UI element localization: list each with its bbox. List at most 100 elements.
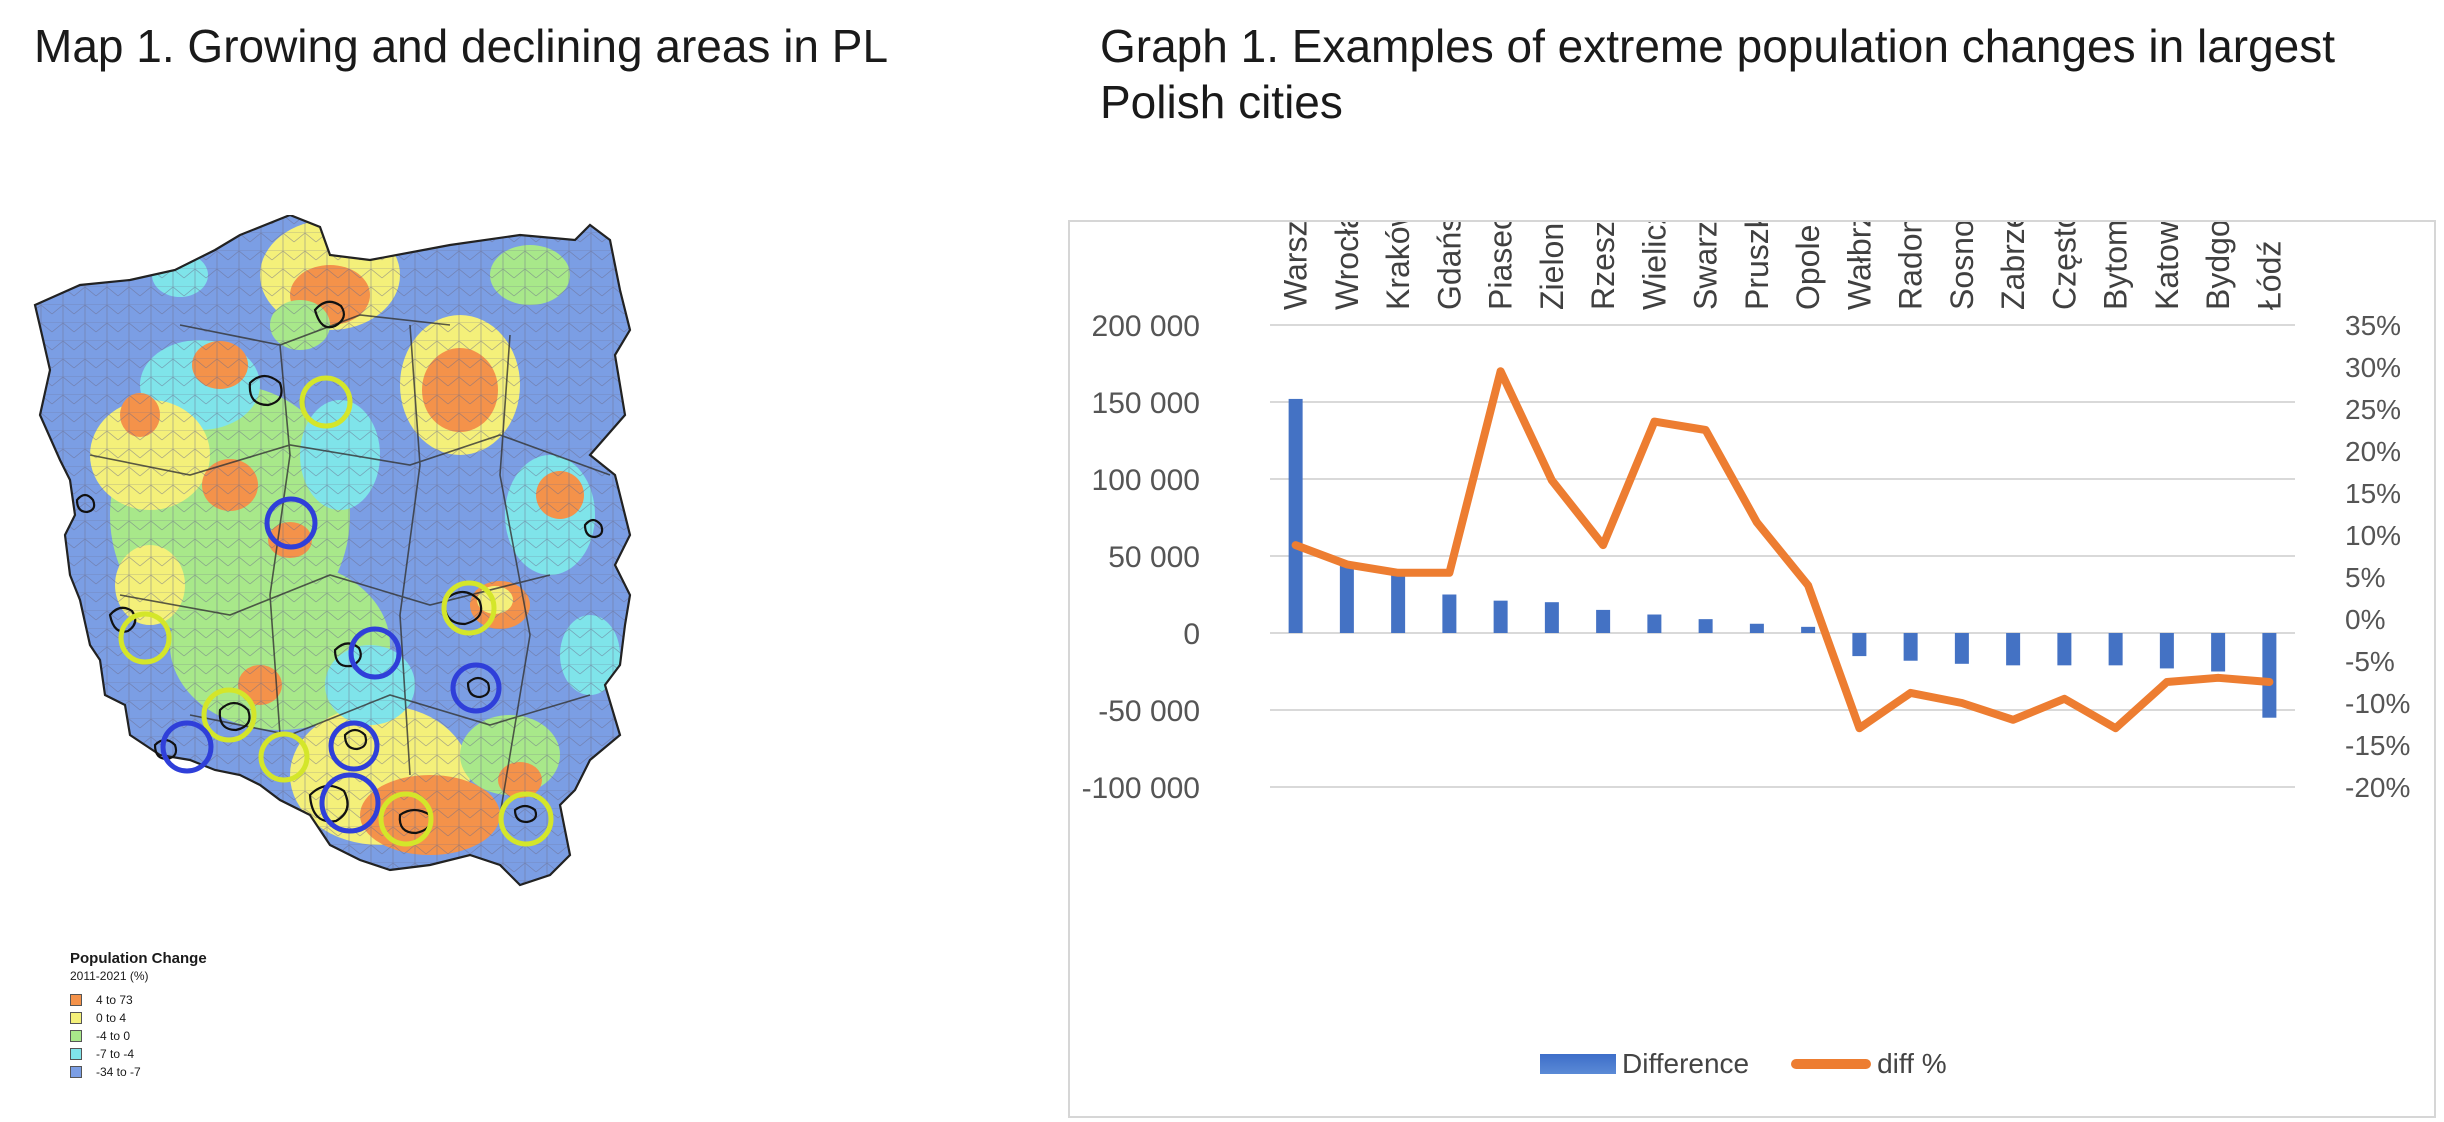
poland-map [33, 215, 632, 887]
bar-difference [1288, 398, 1303, 633]
y-right-tick-label: -15% [2345, 730, 2410, 761]
line-diff-pct [1291, 367, 2274, 733]
category-label: Piaseczno [1483, 222, 1519, 310]
bar-difference [1544, 602, 1559, 633]
bar-difference [2108, 633, 2123, 666]
chart-legend: Difference diff % [1540, 1048, 1989, 1080]
declining-circle-walbrzych [160, 720, 214, 774]
y-left-tick-label: -100 000 [1082, 772, 1200, 805]
legend-label: 4 to 73 [96, 993, 133, 1007]
bar-difference [1493, 600, 1508, 633]
y-right-tick-label: 5% [2345, 562, 2385, 593]
category-label: Pruszków [1739, 222, 1775, 310]
bar-difference [2057, 633, 2072, 666]
bar-difference [1903, 633, 1918, 661]
bar-difference [2211, 633, 2226, 672]
y-right-tick-label: 15% [2345, 478, 2401, 509]
growing-circle-opole [258, 731, 310, 783]
y-right-tick-label: 10% [2345, 520, 2401, 551]
bar-difference [2006, 633, 2021, 666]
chart-frame: 200 000 150 000 100 000 50 000 0 -50 000 -100 … [1068, 220, 2436, 1118]
category-label: Wałbrzych [1841, 222, 1877, 310]
category-label: Bydgoszcz [2200, 222, 2236, 310]
y-left-tick-label: 50 000 [1108, 541, 1200, 574]
y-right-tick-label: -5% [2345, 646, 2395, 677]
legend-swatch [70, 1012, 82, 1024]
legend-row: -7 to -4 [70, 1045, 310, 1063]
category-label: Zabrze [1995, 222, 2031, 310]
y-right-tick-label: 30% [2345, 352, 2401, 383]
declining-circle-lodz [348, 626, 402, 680]
legend-label: -34 to -7 [96, 1065, 141, 1079]
legend-swatch [70, 1048, 82, 1060]
category-label: Rzeszów [1585, 222, 1621, 310]
y-left-tick-label: 150 000 [1092, 387, 1200, 420]
map-title: Map 1. Growing and declining areas in PL [34, 20, 889, 72]
y-left-tick-label: 100 000 [1092, 464, 1200, 497]
category-label: Katowice [2149, 222, 2185, 310]
legend-row: -34 to -7 [70, 1063, 310, 1081]
legend-label: 0 to 4 [96, 1011, 127, 1025]
category-label: Częstochowa [2046, 222, 2082, 310]
bar-difference [1954, 633, 1969, 664]
combo-chart: 200 000 150 000 100 000 50 000 0 -50 000 -100 … [1082, 222, 2411, 805]
y-right-tick-label: -20% [2345, 772, 2410, 803]
y-right-tick-label: -10% [2345, 688, 2410, 719]
legend-swatch [70, 1030, 82, 1042]
legend-row: -4 to 0 [70, 1027, 310, 1045]
category-label: Swarzędz [1688, 222, 1724, 310]
y-left-tick-label: 200 000 [1092, 310, 1200, 343]
bar-difference [2159, 633, 2174, 669]
growing-city-circles [118, 375, 554, 847]
legend-item-difference: Difference [1540, 1048, 1749, 1080]
category-label: Wieliczka [1636, 222, 1672, 310]
bar-difference [1698, 619, 1713, 633]
category-label: Kraków [1380, 222, 1416, 310]
map-regions [35, 215, 630, 885]
category-label: Łódź [2251, 241, 2287, 310]
bar-difference [1339, 563, 1354, 633]
declining-city-circles [160, 496, 502, 834]
difference-swatch [1540, 1054, 1616, 1074]
bar-difference [2262, 633, 2277, 718]
bar-difference [1391, 571, 1406, 633]
category-label: Gdańsk [1431, 222, 1467, 310]
bar-difference [1852, 633, 1867, 657]
category-label: Radom [1893, 222, 1929, 310]
legend-item-diff-pct: diff % [1791, 1048, 1947, 1080]
bar-difference [1442, 594, 1457, 633]
legend-label-diff-pct: diff % [1877, 1048, 1947, 1079]
category-label: Sosnowiec [1944, 222, 1980, 310]
map-legend: Population Change 2011-2021 (%) 4 to 73 0… [70, 950, 310, 1081]
y-right-tick-label: 35% [2345, 310, 2401, 341]
growing-circle-warszawa-region [441, 580, 497, 636]
legend-swatch [70, 1066, 82, 1078]
legend-title: Population Change [70, 950, 207, 967]
bar-difference [1749, 623, 1764, 633]
bar-difference [1801, 626, 1816, 633]
legend-label: -7 to -4 [96, 1047, 135, 1061]
legend-label: -4 to 0 [96, 1029, 131, 1043]
legend-subtitle: 2011-2021 (%) [70, 969, 149, 983]
legend-label-difference: Difference [1622, 1048, 1750, 1079]
diff-pct-swatch [1791, 1059, 1872, 1069]
legend-row: 0 to 4 [70, 1009, 310, 1027]
declining-circle-bydgoszcz [264, 496, 318, 550]
category-label: Opole [1790, 225, 1826, 310]
y-left-tick-label: -50 000 [1098, 695, 1200, 728]
legend-row: 4 to 73 [70, 991, 310, 1009]
declining-circle-czestochowa [328, 720, 380, 772]
category-label: Zielona Góra [1534, 222, 1570, 310]
declining-circle-radom [450, 662, 502, 714]
legend-swatch [70, 994, 82, 1006]
growing-circle-rzeszow [498, 791, 554, 847]
legend-items: 4 to 73 0 to 4 -4 to 0 -7 to -4 -34 to -7 [70, 991, 310, 1081]
declining-circle-silesia [319, 772, 381, 834]
bar-difference [1596, 609, 1611, 633]
growing-circle-gdansk [299, 375, 353, 429]
bar-difference [1647, 614, 1662, 633]
category-label: Wrocław [1329, 222, 1365, 310]
growing-circle-krakow [378, 791, 434, 847]
y-right-tick-label: 20% [2345, 436, 2401, 467]
growing-circle-poznan [118, 611, 172, 665]
